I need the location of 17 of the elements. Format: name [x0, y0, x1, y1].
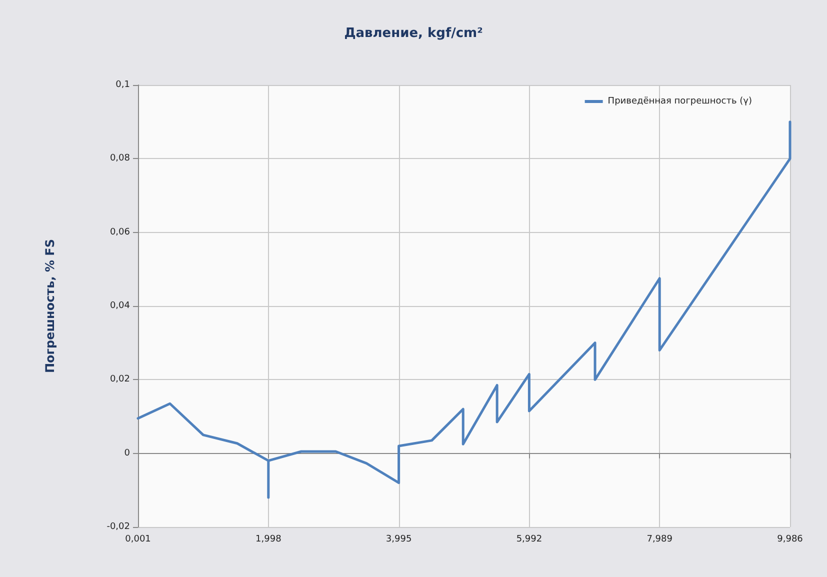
- y-tick-label: 0,02: [110, 374, 130, 385]
- y-tick-label: -0,02: [106, 522, 130, 532]
- y-axis-title: Погрешность, % FS: [43, 239, 57, 373]
- y-tick-label: 0,1: [116, 80, 130, 90]
- y-tick-label: 0,06: [110, 227, 130, 238]
- x-tick-label: 3,995: [386, 534, 412, 544]
- y-tick-label: 0,08: [110, 154, 130, 164]
- x-tick-label: 0,001: [125, 534, 151, 544]
- line-series: [136, 120, 792, 499]
- x-tick-label: 1,998: [256, 534, 282, 544]
- x-tick-label: 7,989: [646, 534, 673, 544]
- chart-title: Давление, kgf/cm²: [344, 26, 483, 41]
- y-tick-label: 0: [124, 448, 130, 458]
- x-tick-label: 5,992: [516, 534, 542, 544]
- legend-label: Приведённая погрешность (γ): [608, 96, 752, 106]
- y-tick-label: 0,04: [110, 301, 130, 311]
- x-tick-label: 9,986: [777, 534, 804, 544]
